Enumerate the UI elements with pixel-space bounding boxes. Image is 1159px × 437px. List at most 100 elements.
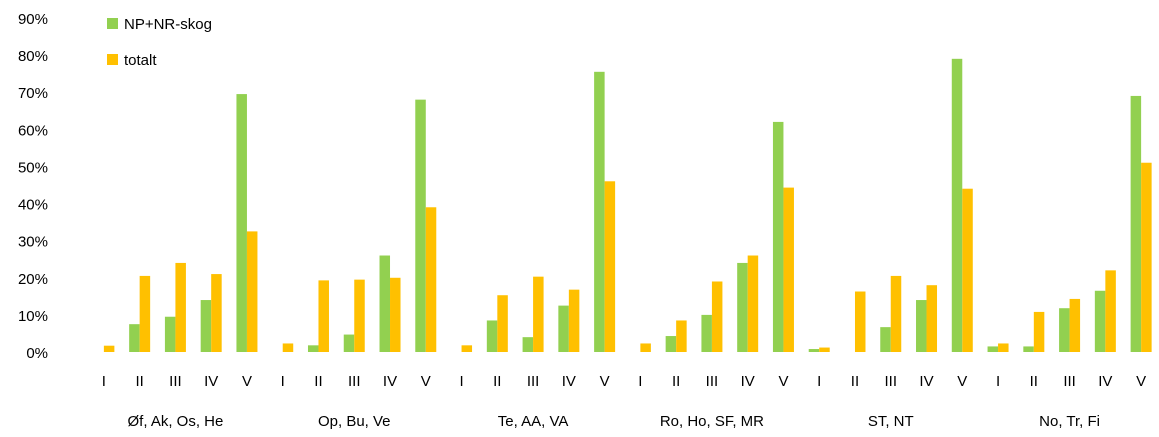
bar-totalt — [998, 343, 1009, 352]
bar-np-nr-skog — [1023, 346, 1034, 352]
bar-totalt — [783, 187, 794, 352]
x-tick-label: IV — [741, 373, 755, 390]
bar-totalt — [354, 279, 365, 352]
bar-np-nr-skog — [486, 320, 498, 352]
x-tick-label: IV — [562, 373, 576, 390]
x-tick-label: I — [459, 373, 463, 390]
x-tick-label: I — [102, 373, 106, 390]
x-tick-label: I — [996, 373, 1000, 390]
bar-totalt — [461, 345, 473, 352]
bar-np-nr-skog — [916, 300, 927, 352]
bar-np-nr-skog — [343, 334, 355, 352]
group-label: Te, AA, VA — [498, 413, 569, 430]
x-tick-label: II — [1030, 373, 1038, 390]
bar-np-nr-skog — [951, 58, 963, 352]
x-tick-label: II — [672, 373, 680, 390]
x-tick-label: V — [957, 373, 967, 390]
x-tick-label: II — [493, 373, 501, 390]
x-tick-label: III — [706, 373, 719, 390]
bar-np-nr-skog — [522, 337, 534, 352]
bar-totalt — [246, 231, 258, 352]
legend: NP+NR-skog totalt — [107, 16, 212, 69]
bar-totalt — [676, 320, 687, 352]
y-tick-label: 40% — [18, 197, 48, 214]
bar-np-nr-skog — [987, 346, 999, 352]
bar-totalt — [604, 181, 616, 352]
bar-np-nr-skog — [594, 71, 605, 352]
y-tick-label: 60% — [18, 122, 48, 139]
group-label: Op, Bu, Ve — [318, 413, 391, 430]
bar-totalt — [497, 295, 508, 352]
bar-totalt — [1033, 311, 1045, 352]
bar-totalt — [962, 188, 973, 352]
x-tick-label: I — [281, 373, 285, 390]
x-tick-label: II — [851, 373, 859, 390]
bar-np-nr-skog — [236, 94, 247, 352]
y-tick-label: 10% — [18, 308, 48, 325]
bar-np-nr-skog — [737, 262, 748, 352]
bar-np-nr-skog — [200, 300, 212, 352]
bar-np-nr-skog — [558, 305, 569, 352]
bar-np-nr-skog — [164, 316, 176, 352]
group-label: Ro, Ho, SF, MR — [660, 413, 764, 430]
bar-totalt — [103, 345, 115, 352]
bar-np-nr-skog — [701, 314, 712, 352]
x-tick-label: IV — [383, 373, 397, 390]
x-tick-label: III — [169, 373, 182, 390]
x-tick-label: IV — [919, 373, 933, 390]
bar-totalt — [926, 285, 938, 352]
y-tick-label: 0% — [26, 345, 48, 362]
group-label: No, Tr, Fi — [1039, 413, 1100, 430]
bar-np-nr-skog — [808, 349, 820, 352]
bar-totalt — [854, 291, 866, 352]
x-tick-label: V — [600, 373, 610, 390]
bar-np-nr-skog — [665, 336, 677, 352]
x-axis: I II III IV VØf, Ak, Os, HeI II III IV VOp, Bu, … — [102, 373, 1146, 430]
bar-totalt — [711, 281, 723, 352]
bar-np-nr-skog — [307, 345, 319, 352]
x-tick-label: II — [314, 373, 322, 390]
bar-np-nr-skog — [1059, 308, 1070, 352]
y-tick-label: 90% — [18, 11, 48, 28]
group-label: Øf, Ak, Os, He — [127, 413, 223, 430]
group-label: ST, NT — [868, 413, 914, 430]
legend-label: totalt — [124, 52, 157, 69]
x-tick-label: III — [1063, 373, 1076, 390]
x-tick-label: I — [638, 373, 642, 390]
bar-np-nr-skog — [1130, 95, 1142, 353]
y-axis: 0% 10% 20% 30% 40% 50% 60% 70% 80% 90% — [18, 11, 48, 362]
x-tick-label: II — [135, 373, 143, 390]
bar-totalt — [282, 343, 294, 352]
bar-totalt — [819, 347, 830, 352]
bar-np-nr-skog — [1094, 290, 1106, 352]
bar-np-nr-skog — [772, 121, 784, 352]
bar-np-nr-skog — [129, 324, 140, 352]
x-tick-label: V — [421, 373, 431, 390]
bar-np-nr-skog — [379, 255, 391, 352]
bar-totalt — [425, 207, 437, 352]
y-tick-label: 20% — [18, 271, 48, 288]
bar-totalt — [390, 277, 401, 352]
bar-totalt — [211, 274, 222, 352]
bar-totalt — [1069, 298, 1081, 352]
y-tick-label: 80% — [18, 48, 48, 65]
bar-totalt — [175, 262, 186, 352]
bar-totalt — [568, 289, 580, 352]
x-tick-label: I — [817, 373, 821, 390]
bar-totalt — [318, 280, 329, 352]
bar-totalt — [1105, 270, 1116, 352]
x-tick-label: IV — [1098, 373, 1112, 390]
y-tick-label: 70% — [18, 85, 48, 102]
bar-totalt — [139, 275, 151, 352]
bar-totalt — [890, 275, 902, 352]
y-tick-label: 30% — [18, 234, 48, 251]
bar-totalt — [1141, 162, 1152, 352]
bars — [103, 58, 1152, 353]
x-tick-label: III — [348, 373, 361, 390]
x-tick-label: III — [527, 373, 540, 390]
x-tick-label: V — [1136, 373, 1146, 390]
bar-totalt — [640, 343, 651, 352]
bar-np-nr-skog — [880, 327, 891, 352]
